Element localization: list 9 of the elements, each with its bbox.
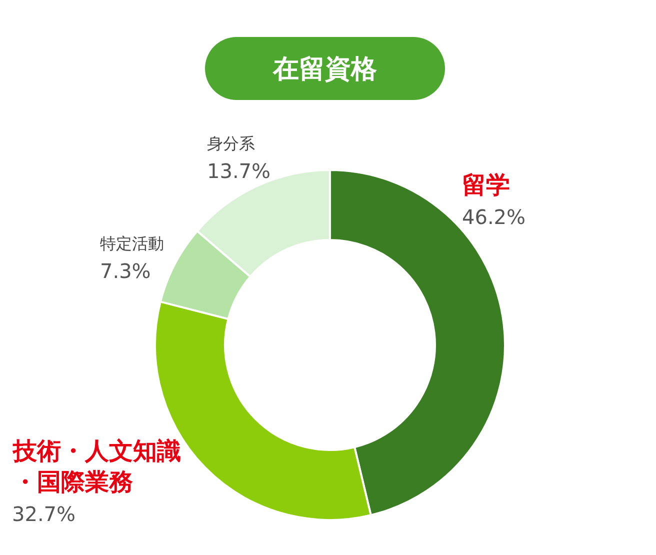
slice-label: 技術・人文知識・国際業務	[12, 437, 181, 496]
data-label: 32.7%	[12, 502, 76, 526]
data-label: 13.7%	[207, 159, 271, 183]
slice-label: 特定活動	[100, 234, 164, 253]
slice-label: 留学	[462, 171, 510, 199]
slice-label: 身分系	[207, 134, 255, 153]
data-label: 46.2%	[462, 205, 526, 229]
data-label: 7.3%	[100, 259, 151, 283]
chart-title: 在留資格	[272, 54, 377, 85]
